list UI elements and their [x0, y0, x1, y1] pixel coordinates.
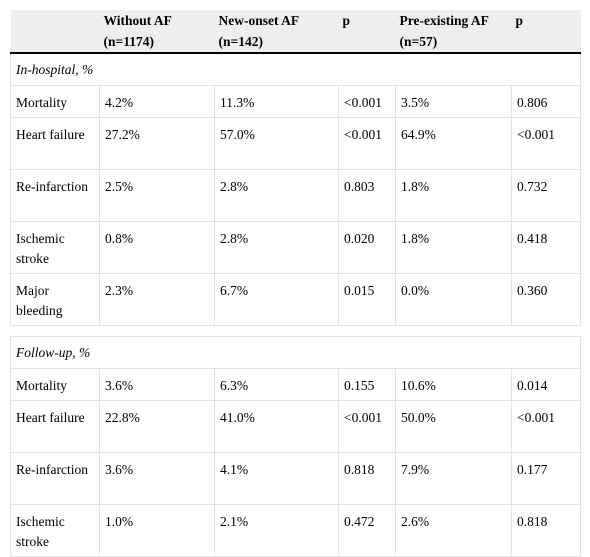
row-label: Heart failure — [10, 117, 100, 170]
header-cell-new-onset-af: New-onset AF (n=142) — [214, 10, 339, 54]
table-cell: 11.3% — [214, 85, 339, 118]
table-row: Ischemic stroke 0.8% 2.8% 0.020 1.8% 0.4… — [10, 221, 581, 274]
table-cell: 2.8% — [214, 221, 339, 274]
table-cell: 7.9% — [395, 452, 512, 505]
table-row: Re-infarction 2.5% 2.8% 0.803 1.8% 0.732 — [10, 169, 581, 222]
table-cell: 41.0% — [214, 400, 339, 453]
table-cell: 1.8% — [395, 169, 512, 222]
header-cell-p-new-onset: p — [338, 10, 396, 54]
table-cell: 0.818 — [511, 504, 581, 557]
header-cell-p-pre-existing: p — [511, 10, 581, 54]
table-header: Without AF (n=1174) New-onset AF (n=142) p… — [10, 10, 581, 54]
table-cell: 0.020 — [338, 221, 396, 274]
section-row-follow-up: Follow-up, % — [10, 336, 581, 369]
table-cell: 0.155 — [338, 368, 396, 401]
table-cell: 0.0% — [395, 273, 512, 326]
row-label: Ischemic stroke — [10, 504, 100, 557]
table-cell: 2.8% — [214, 169, 339, 222]
header-cell-label — [10, 10, 100, 54]
table-cell: 50.0% — [395, 400, 512, 453]
table-cell: 0.015 — [338, 273, 396, 326]
section-row-in-hospital: In-hospital, % — [10, 52, 581, 86]
table-cell: <0.001 — [511, 400, 581, 453]
table-cell: 22.8% — [99, 400, 215, 453]
table-cell: 0.8% — [99, 221, 215, 274]
table-cell: 0.803 — [338, 169, 396, 222]
table-row: Heart failure 27.2% 57.0% <0.001 64.9% <… — [10, 117, 581, 170]
table-cell: 27.2% — [99, 117, 215, 170]
table-cell: 4.1% — [214, 452, 339, 505]
table-row: Major bleeding 2.3% 6.7% 0.015 0.0% 0.36… — [10, 273, 581, 326]
table-cell: 0.806 — [511, 85, 581, 118]
table-cell: 3.6% — [99, 452, 215, 505]
section-spacer — [10, 325, 581, 337]
table-row: Heart failure 22.8% 41.0% <0.001 50.0% <… — [10, 400, 581, 453]
table-cell: 2.3% — [99, 273, 215, 326]
row-label: Heart failure — [10, 400, 100, 453]
header-cell-without-af: Without AF (n=1174) — [99, 10, 215, 54]
table-cell: 2.5% — [99, 169, 215, 222]
outcomes-table: Without AF (n=1174) New-onset AF (n=142) p… — [10, 10, 581, 557]
row-label: Major bleeding — [10, 273, 100, 326]
table-cell: 3.5% — [395, 85, 512, 118]
table-row: Re-infarction 3.6% 4.1% 0.818 7.9% 0.177 — [10, 452, 581, 505]
header-row: Without AF (n=1174) New-onset AF (n=142) p… — [10, 10, 581, 54]
table-cell: 0.418 — [511, 221, 581, 274]
table-cell: 6.7% — [214, 273, 339, 326]
row-label: Ischemic stroke — [10, 221, 100, 274]
table-cell: 3.6% — [99, 368, 215, 401]
table-body: In-hospital, % Mortality 4.2% 11.3% <0.0… — [10, 52, 581, 557]
table-cell: 4.2% — [99, 85, 215, 118]
table-cell: 0.177 — [511, 452, 581, 505]
table-cell: <0.001 — [511, 117, 581, 170]
table-cell: <0.001 — [338, 400, 396, 453]
table-cell: <0.001 — [338, 117, 396, 170]
row-label: Mortality — [10, 368, 100, 401]
row-label: Mortality — [10, 85, 100, 118]
table-cell: 0.472 — [338, 504, 396, 557]
table-cell: 64.9% — [395, 117, 512, 170]
table-cell: 2.6% — [395, 504, 512, 557]
table-cell: 2.1% — [214, 504, 339, 557]
section-title: Follow-up, % — [10, 336, 581, 369]
table-cell: 1.8% — [395, 221, 512, 274]
table-cell: 6.3% — [214, 368, 339, 401]
table-cell: 0.360 — [511, 273, 581, 326]
spacer-cell — [10, 325, 581, 337]
table-row: Ischemic stroke 1.0% 2.1% 0.472 2.6% 0.8… — [10, 504, 581, 557]
table-row: Mortality 4.2% 11.3% <0.001 3.5% 0.806 — [10, 85, 581, 118]
row-label: Re-infarction — [10, 452, 100, 505]
table-cell: 10.6% — [395, 368, 512, 401]
table-row: Mortality 3.6% 6.3% 0.155 10.6% 0.014 — [10, 368, 581, 401]
row-label: Re-infarction — [10, 169, 100, 222]
header-cell-pre-existing-af: Pre-existing AF (n=57) — [395, 10, 512, 54]
table-cell: 0.818 — [338, 452, 396, 505]
table-cell: <0.001 — [338, 85, 396, 118]
table-cell: 1.0% — [99, 504, 215, 557]
section-title: In-hospital, % — [10, 52, 581, 86]
outcomes-table-container: Without AF (n=1174) New-onset AF (n=142) p… — [10, 10, 581, 557]
table-cell: 0.732 — [511, 169, 581, 222]
table-cell: 0.014 — [511, 368, 581, 401]
table-cell: 57.0% — [214, 117, 339, 170]
